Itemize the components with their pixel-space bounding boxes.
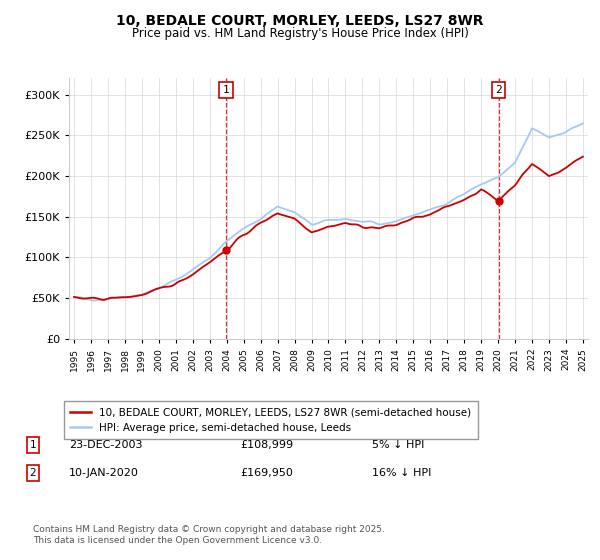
Text: 23-DEC-2003: 23-DEC-2003 xyxy=(69,440,143,450)
Legend: 10, BEDALE COURT, MORLEY, LEEDS, LS27 8WR (semi-detached house), HPI: Average pr: 10, BEDALE COURT, MORLEY, LEEDS, LS27 8W… xyxy=(64,402,478,439)
Text: Price paid vs. HM Land Registry's House Price Index (HPI): Price paid vs. HM Land Registry's House … xyxy=(131,27,469,40)
Text: 5% ↓ HPI: 5% ↓ HPI xyxy=(372,440,424,450)
Text: 16% ↓ HPI: 16% ↓ HPI xyxy=(372,468,431,478)
Text: 1: 1 xyxy=(29,440,37,450)
Text: 10, BEDALE COURT, MORLEY, LEEDS, LS27 8WR: 10, BEDALE COURT, MORLEY, LEEDS, LS27 8W… xyxy=(116,14,484,28)
Text: 1: 1 xyxy=(223,85,229,95)
Text: Contains HM Land Registry data © Crown copyright and database right 2025.
This d: Contains HM Land Registry data © Crown c… xyxy=(33,525,385,545)
Text: 2: 2 xyxy=(495,85,502,95)
Text: 2: 2 xyxy=(29,468,37,478)
Text: 10-JAN-2020: 10-JAN-2020 xyxy=(69,468,139,478)
Text: £108,999: £108,999 xyxy=(240,440,293,450)
Text: £169,950: £169,950 xyxy=(240,468,293,478)
